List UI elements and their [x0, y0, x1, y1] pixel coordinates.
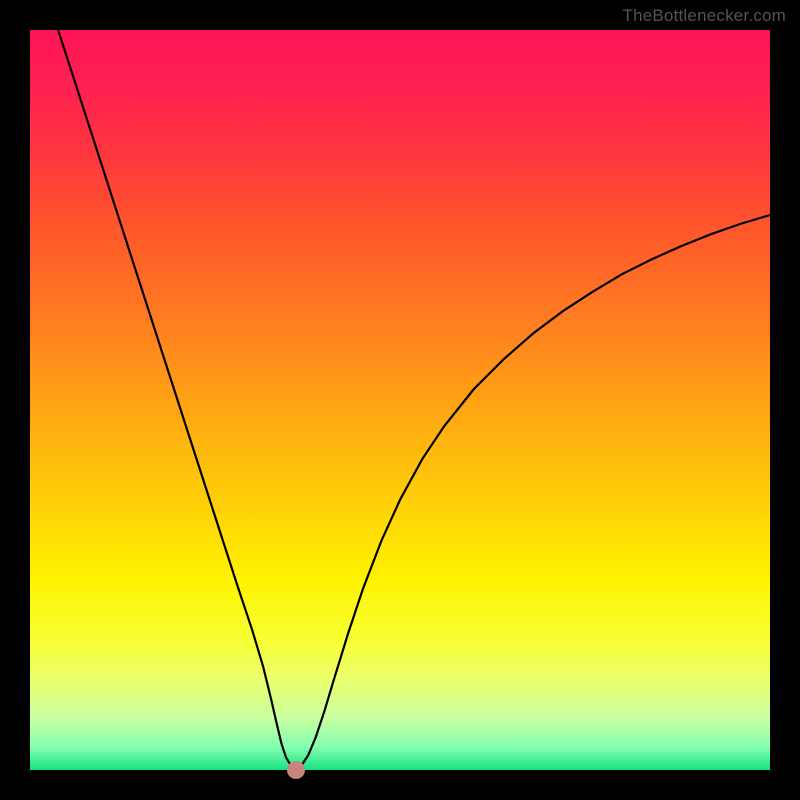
plot-area	[30, 30, 770, 770]
chart-frame: TheBottlenecker.com	[0, 0, 800, 800]
gradient-background	[30, 30, 770, 770]
watermark-text: TheBottlenecker.com	[623, 6, 787, 26]
